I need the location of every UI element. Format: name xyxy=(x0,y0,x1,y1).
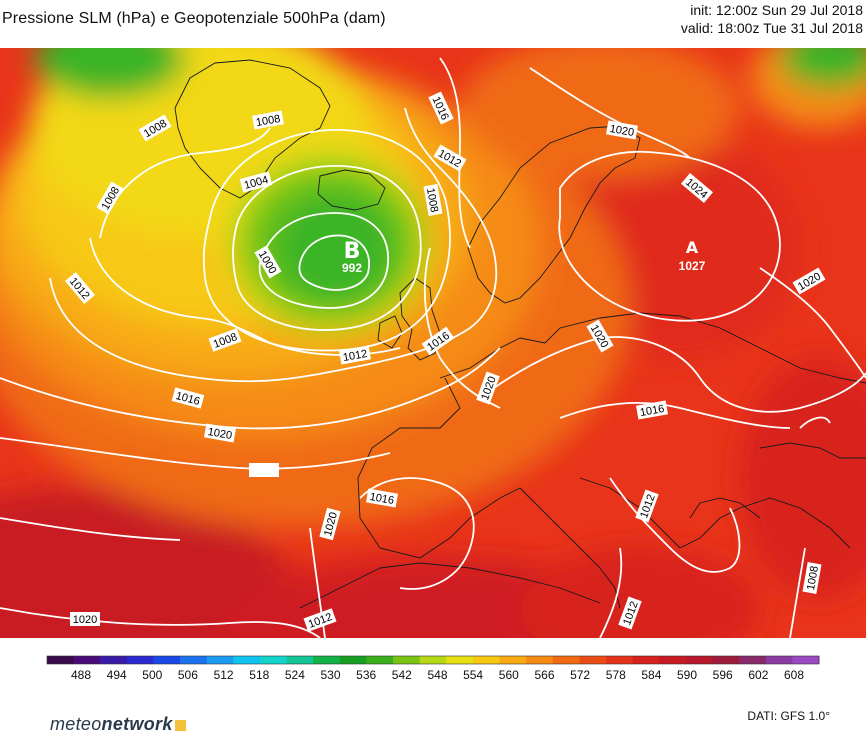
brand-logo: meteonetwork xyxy=(50,714,186,735)
colorbar-swatch xyxy=(606,656,634,664)
colorbar-swatch xyxy=(73,656,101,664)
low-letter: B xyxy=(344,239,361,264)
colorbar-label: 488 xyxy=(71,668,91,682)
data-source: DATI: GFS 1.0° xyxy=(747,709,830,723)
low-center: B 992 xyxy=(342,239,362,275)
colorbar-label: 596 xyxy=(713,668,733,682)
colorbar-swatch xyxy=(579,656,607,664)
chart-title: Pressione SLM (hPa) e Geopotenziale 500h… xyxy=(2,10,386,27)
colorbar-label: 548 xyxy=(427,668,447,682)
colorbar-swatch xyxy=(393,656,421,664)
colorbar-swatch xyxy=(366,656,394,664)
high-value: 1027 xyxy=(679,259,706,273)
isobar-label: 1008 xyxy=(255,113,281,129)
init-time: init: 12:00z Sun 29 Jul 2018 xyxy=(690,2,863,18)
coastlines xyxy=(174,59,866,609)
colorbar-swatch xyxy=(233,656,261,664)
colorbar-label: 602 xyxy=(748,668,768,682)
colorbar-label: 560 xyxy=(499,668,519,682)
colorbar-swatch xyxy=(47,656,75,664)
colorbar-labels: 488 494 500 506 512 518 524 530 536 542 548 554 560 5… xyxy=(71,668,804,682)
colorbar-label: 518 xyxy=(249,668,269,682)
high-center: A 1027 xyxy=(679,238,706,273)
geopotential-field xyxy=(0,48,866,638)
colorbar-swatch xyxy=(126,656,154,664)
colorbar-swatch xyxy=(792,656,820,664)
isobar-label: 1016 xyxy=(639,403,665,419)
brand-light: meteo xyxy=(50,714,102,734)
colorbar-swatch xyxy=(339,656,367,664)
colorbar-label: 578 xyxy=(606,668,626,682)
run-info: init: 12:00z Sun 29 Jul 2018 valid: 18:0… xyxy=(681,1,863,37)
isobar-label: 1020 xyxy=(207,426,233,442)
high-letter: A xyxy=(686,238,699,257)
colorbar-frame xyxy=(46,655,820,665)
isobar-label: 1012 xyxy=(342,348,368,364)
colorbar-swatch xyxy=(765,656,793,664)
colorbar-label: 542 xyxy=(392,668,412,682)
colorbar-swatch xyxy=(419,656,447,664)
colorbar-swatch xyxy=(526,656,554,664)
colorbar: 488 494 500 506 512 518 524 530 536 542 548 554 560 5… xyxy=(0,652,866,692)
colorbar-label: 572 xyxy=(570,668,590,682)
isobar-label: 1020 xyxy=(73,614,97,626)
colorbar-swatch xyxy=(552,656,580,664)
colorbar-swatch xyxy=(259,656,288,664)
colorbar-label: 554 xyxy=(463,668,483,682)
colorbar-swatch xyxy=(313,656,341,664)
colorbar-swatch xyxy=(685,656,714,664)
colorbar-swatch xyxy=(100,656,128,664)
colorbar-swatches xyxy=(46,655,820,665)
isobar-label: 1008 xyxy=(805,565,821,591)
colorbar-swatch xyxy=(180,656,208,664)
colorbar-label: 584 xyxy=(641,668,661,682)
colorbar-label: 494 xyxy=(107,668,127,682)
colorbar-label: 608 xyxy=(784,668,804,682)
colorbar-swatch xyxy=(739,656,767,664)
colorbar-label: 500 xyxy=(142,668,162,682)
colorbar-swatch xyxy=(206,656,234,664)
weather-map: 1008 1008 1008 1008 1008 1008 1004 1000 … xyxy=(0,48,866,638)
colorbar-swatch xyxy=(153,656,181,664)
isobar-label: 1020 xyxy=(609,123,635,139)
colorbar-swatch xyxy=(472,656,501,664)
colorbar-label: 536 xyxy=(356,668,376,682)
brand-bold: network xyxy=(101,714,173,734)
colorbar-swatch xyxy=(286,656,314,664)
isobars xyxy=(0,57,866,638)
colorbar-label: 530 xyxy=(320,668,340,682)
colorbar-swatch xyxy=(446,656,474,664)
isobar-label: 1016 xyxy=(369,491,395,507)
colorbar-label: 506 xyxy=(178,668,198,682)
valid-time: valid: 18:00z Tue 31 Jul 2018 xyxy=(680,20,863,36)
low-value: 992 xyxy=(342,261,362,275)
colorbar-swatch xyxy=(632,656,660,664)
colorbar-swatch xyxy=(499,656,527,664)
isobar-label: 1008 xyxy=(424,187,440,213)
colorbar-label: 512 xyxy=(214,668,234,682)
colorbar-swatch xyxy=(712,656,740,664)
colorbar-swatch xyxy=(659,656,687,664)
colorbar-label: 566 xyxy=(534,668,554,682)
colorbar-label: 590 xyxy=(677,668,697,682)
brand-square-icon xyxy=(174,720,186,731)
colorbar-label: 524 xyxy=(285,668,305,682)
